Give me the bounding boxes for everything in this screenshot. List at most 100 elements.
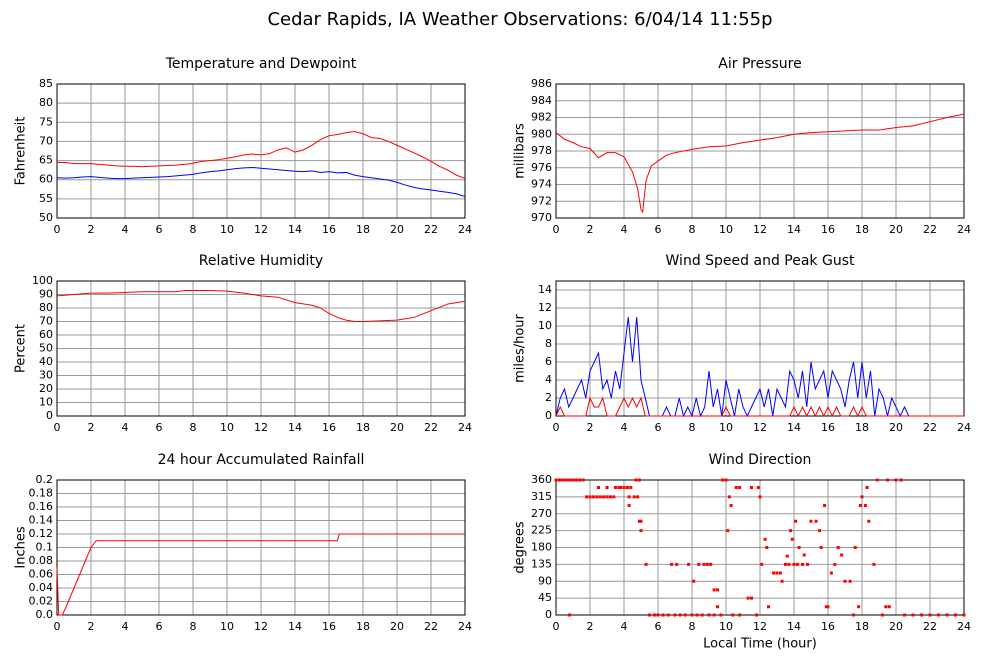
x-tick-label: 20: [889, 421, 903, 434]
data-line: [56, 533, 465, 616]
x-tick-label: 24: [458, 223, 472, 236]
y-tick-label: 0.2: [36, 473, 54, 486]
x-tick-label: 20: [889, 620, 903, 633]
data-point: [886, 478, 889, 482]
x-tick-label: 0: [553, 620, 560, 633]
panel-title: Relative Humidity: [199, 253, 323, 269]
data-point: [614, 486, 617, 489]
x-tick-label: 18: [855, 223, 869, 236]
data-point: [954, 613, 957, 617]
x-tick-label: 24: [957, 223, 971, 236]
y-tick-label: 270: [531, 507, 552, 520]
y-tick-label: 12: [538, 301, 552, 314]
x-tick-label: 0: [553, 223, 560, 236]
x-axis-label: Local Time (hour): [703, 637, 817, 652]
data-point: [727, 495, 731, 499]
y-tick-label: 85: [39, 77, 53, 90]
data-point: [802, 553, 806, 557]
data-point: [903, 613, 906, 617]
x-tick-label: 4: [621, 620, 628, 633]
data-point: [899, 478, 903, 482]
panel: 0 2 4 6 8 10 12 14 16 18 20 22 240102030405060708090…: [14, 253, 473, 434]
data-point: [809, 519, 813, 523]
data-point: [738, 613, 742, 617]
y-tick-label: 982: [531, 111, 552, 124]
y-tick-label: 70: [39, 134, 53, 147]
data-point: [637, 519, 641, 523]
x-tick-label: 6: [156, 223, 163, 236]
x-tick-label: 2: [587, 223, 594, 236]
data-point: [678, 613, 682, 617]
plot-frame: [56, 83, 466, 219]
data-point: [818, 529, 821, 533]
data-point: [787, 562, 791, 566]
data-point: [894, 478, 898, 482]
data-point: [872, 562, 876, 566]
x-tick-label: 2: [587, 421, 594, 434]
data-point: [738, 486, 742, 489]
data-point: [765, 546, 769, 549]
data-point: [729, 504, 733, 507]
data-point: [875, 478, 879, 482]
data-point: [653, 613, 657, 617]
data-point: [634, 478, 638, 482]
data-point: [632, 495, 636, 499]
data-point: [795, 562, 799, 566]
data-point: [612, 495, 616, 499]
data-point: [797, 546, 801, 549]
y-tick-label: 0.1: [36, 541, 54, 554]
data-point: [758, 495, 762, 499]
x-tick-label: 22: [424, 223, 438, 236]
y-axis-label: Percent: [14, 324, 29, 373]
x-tick-label: 0: [54, 421, 61, 434]
data-point: [843, 579, 847, 583]
x-tick-label: 6: [156, 421, 163, 434]
data-point: [852, 613, 855, 617]
x-tick-label: 20: [390, 620, 404, 633]
data-point: [920, 613, 923, 617]
y-tick-label: 135: [531, 557, 552, 570]
data-point: [636, 495, 640, 499]
x-tick-label: 16: [821, 223, 835, 236]
x-tick-label: 4: [621, 223, 628, 236]
data-point: [784, 562, 787, 566]
x-tick-label: 8: [190, 223, 197, 236]
data-point: [591, 495, 595, 499]
data-point: [780, 579, 784, 583]
data-point: [945, 613, 949, 617]
data-point: [617, 486, 621, 489]
data-point: [675, 562, 679, 566]
y-tick-label: 45: [538, 591, 552, 604]
y-tick-label: 360: [531, 473, 552, 486]
data-point: [778, 571, 782, 575]
data-point: [763, 537, 767, 541]
x-tick-label: 2: [88, 223, 95, 236]
data-point: [619, 486, 623, 489]
x-tick-label: 14: [288, 620, 302, 633]
data-point: [785, 554, 789, 558]
data-point: [750, 486, 753, 489]
y-tick-label: 65: [39, 154, 53, 167]
data-point: [731, 613, 735, 617]
y-tick-label: 60: [39, 328, 53, 341]
data-point: [962, 613, 966, 617]
y-axis-label: millibars: [513, 123, 528, 179]
x-tick-label: 14: [787, 620, 801, 633]
y-tick-label: 20: [39, 382, 53, 395]
data-point: [716, 605, 719, 609]
plot-frame: [56, 479, 466, 616]
y-tick-label: 0.12: [29, 527, 54, 540]
x-tick-label: 10: [220, 223, 234, 236]
data-line: [555, 113, 965, 214]
data-point: [858, 504, 862, 507]
plot-frame: [555, 83, 965, 219]
y-tick-label: 978: [531, 144, 552, 157]
y-tick-label: 225: [531, 524, 552, 537]
data-point: [597, 486, 600, 489]
x-tick-label: 20: [390, 223, 404, 236]
x-tick-label: 8: [689, 421, 696, 434]
data-point: [639, 529, 643, 533]
data-point: [860, 495, 864, 499]
